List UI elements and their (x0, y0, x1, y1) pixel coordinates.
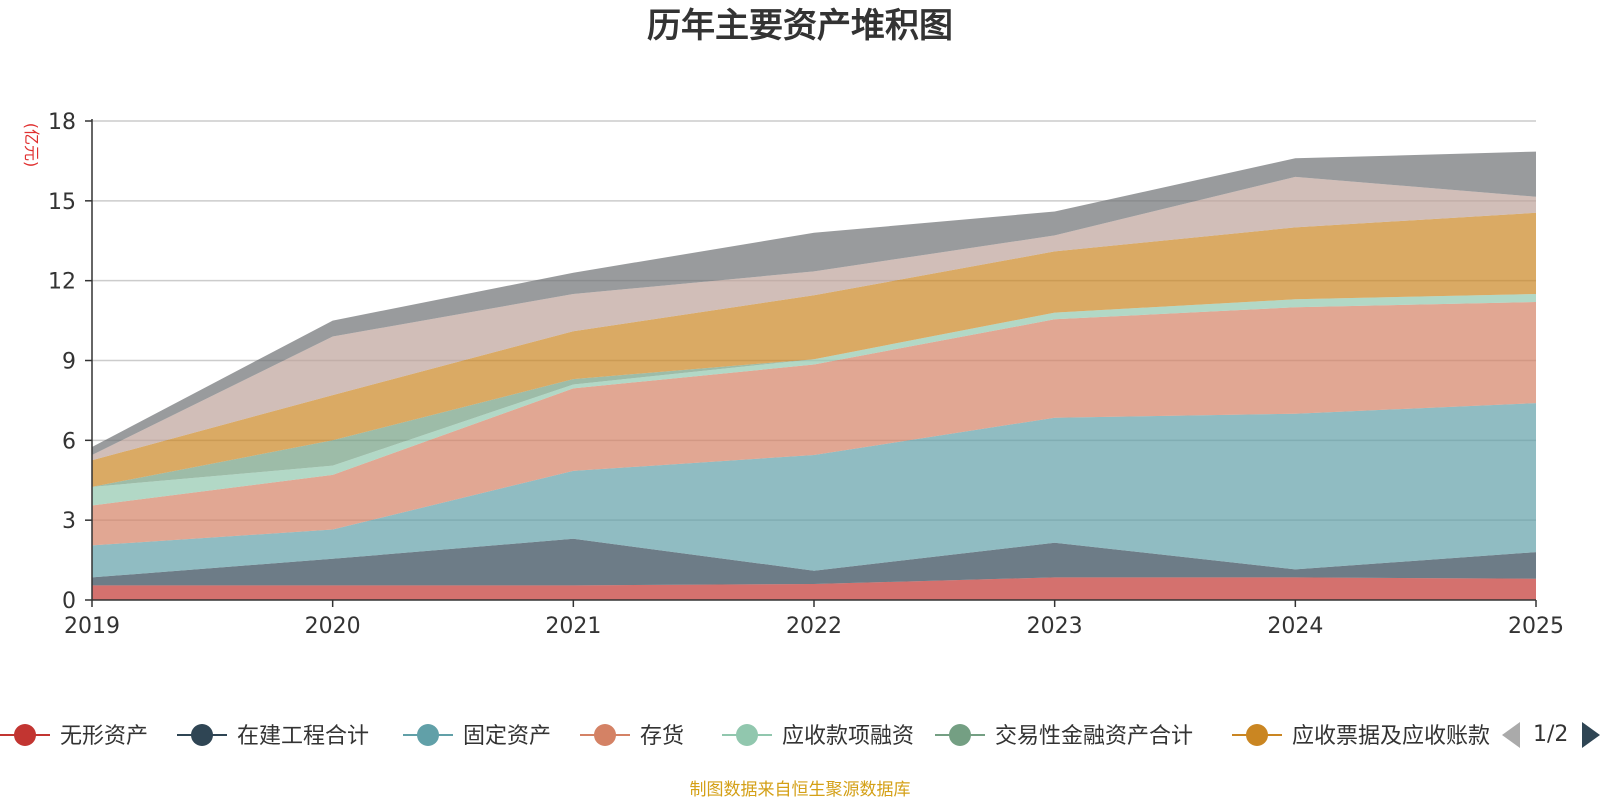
legend-item[interactable]: 交易性金融资产合计 (935, 724, 1193, 749)
x-tick-label: 2025 (1508, 614, 1564, 639)
area-series-4 (92, 294, 1536, 506)
y-tick-label: 18 (48, 110, 76, 135)
legend-marker-icon (14, 724, 36, 746)
legend-label: 应收票据及应收账款 (1292, 724, 1490, 749)
x-tick-label: 2022 (786, 614, 842, 639)
y-axis-unit-label: (亿元) (22, 123, 41, 168)
area-series-7 (92, 176, 1536, 461)
legend-label: 固定资产 (463, 724, 551, 749)
y-tick-label: 15 (48, 190, 76, 215)
area-series-5 (92, 294, 1536, 487)
legend-pager[interactable]: 1/2 (1502, 722, 1600, 748)
axes: 0 3 6 9 12 15 18 2019 2020 2021 2022 2023 2024 2025 (48, 110, 1564, 639)
legend-marker-icon (191, 724, 213, 746)
legend-item[interactable]: 应收票据及应收账款 (1232, 724, 1490, 749)
area-series-2 (92, 403, 1536, 578)
area-series-0 (92, 577, 1536, 600)
y-tick-label: 0 (62, 589, 76, 614)
legend-label: 存货 (640, 724, 684, 749)
x-tick-label: 2023 (1027, 614, 1083, 639)
y-tick-label: 6 (62, 429, 76, 454)
legend-marker-icon (417, 724, 439, 746)
y-tick-label: 12 (48, 270, 76, 295)
legend-marker-icon (736, 724, 758, 746)
y-tick-label: 3 (62, 509, 76, 534)
x-tick-label: 2021 (545, 614, 601, 639)
legend-item[interactable]: 存货 (580, 724, 684, 749)
legend-item[interactable]: 无形资产 (0, 724, 148, 749)
area-series (92, 151, 1536, 600)
pager-next-icon[interactable] (1582, 722, 1600, 748)
legend-marker-icon (1246, 724, 1268, 746)
legend-label: 应收款项融资 (782, 724, 914, 749)
legend-label: 交易性金融资产合计 (995, 724, 1193, 749)
area-series-3 (92, 302, 1536, 546)
legend-item[interactable]: 固定资产 (403, 724, 551, 749)
chart-title: 历年主要资产堆积图 (647, 6, 953, 46)
area-series-8 (92, 151, 1536, 455)
area-series-6 (92, 212, 1536, 487)
area-series-1 (92, 538, 1536, 586)
legend-marker-icon (594, 724, 616, 746)
x-tick-label: 2019 (64, 614, 120, 639)
x-tick-label: 2020 (305, 614, 361, 639)
pager-prev-icon[interactable] (1502, 722, 1520, 748)
legend-marker-icon (949, 724, 971, 746)
legend-label: 在建工程合计 (237, 724, 369, 749)
legend-label: 无形资产 (60, 724, 148, 749)
y-tick-label: 9 (62, 350, 76, 375)
legend-item[interactable]: 应收款项融资 (722, 724, 914, 749)
source-note: 制图数据来自恒生聚源数据库 (690, 780, 911, 800)
legend-item[interactable]: 在建工程合计 (177, 724, 369, 749)
legend[interactable]: 无形资产 在建工程合计 固定资产 存货 应收款项融资 交易性金融资产合计 应收票据及应收账款 (0, 724, 1490, 749)
pager-page-label: 1/2 (1533, 722, 1568, 747)
x-tick-label: 2024 (1267, 614, 1323, 639)
